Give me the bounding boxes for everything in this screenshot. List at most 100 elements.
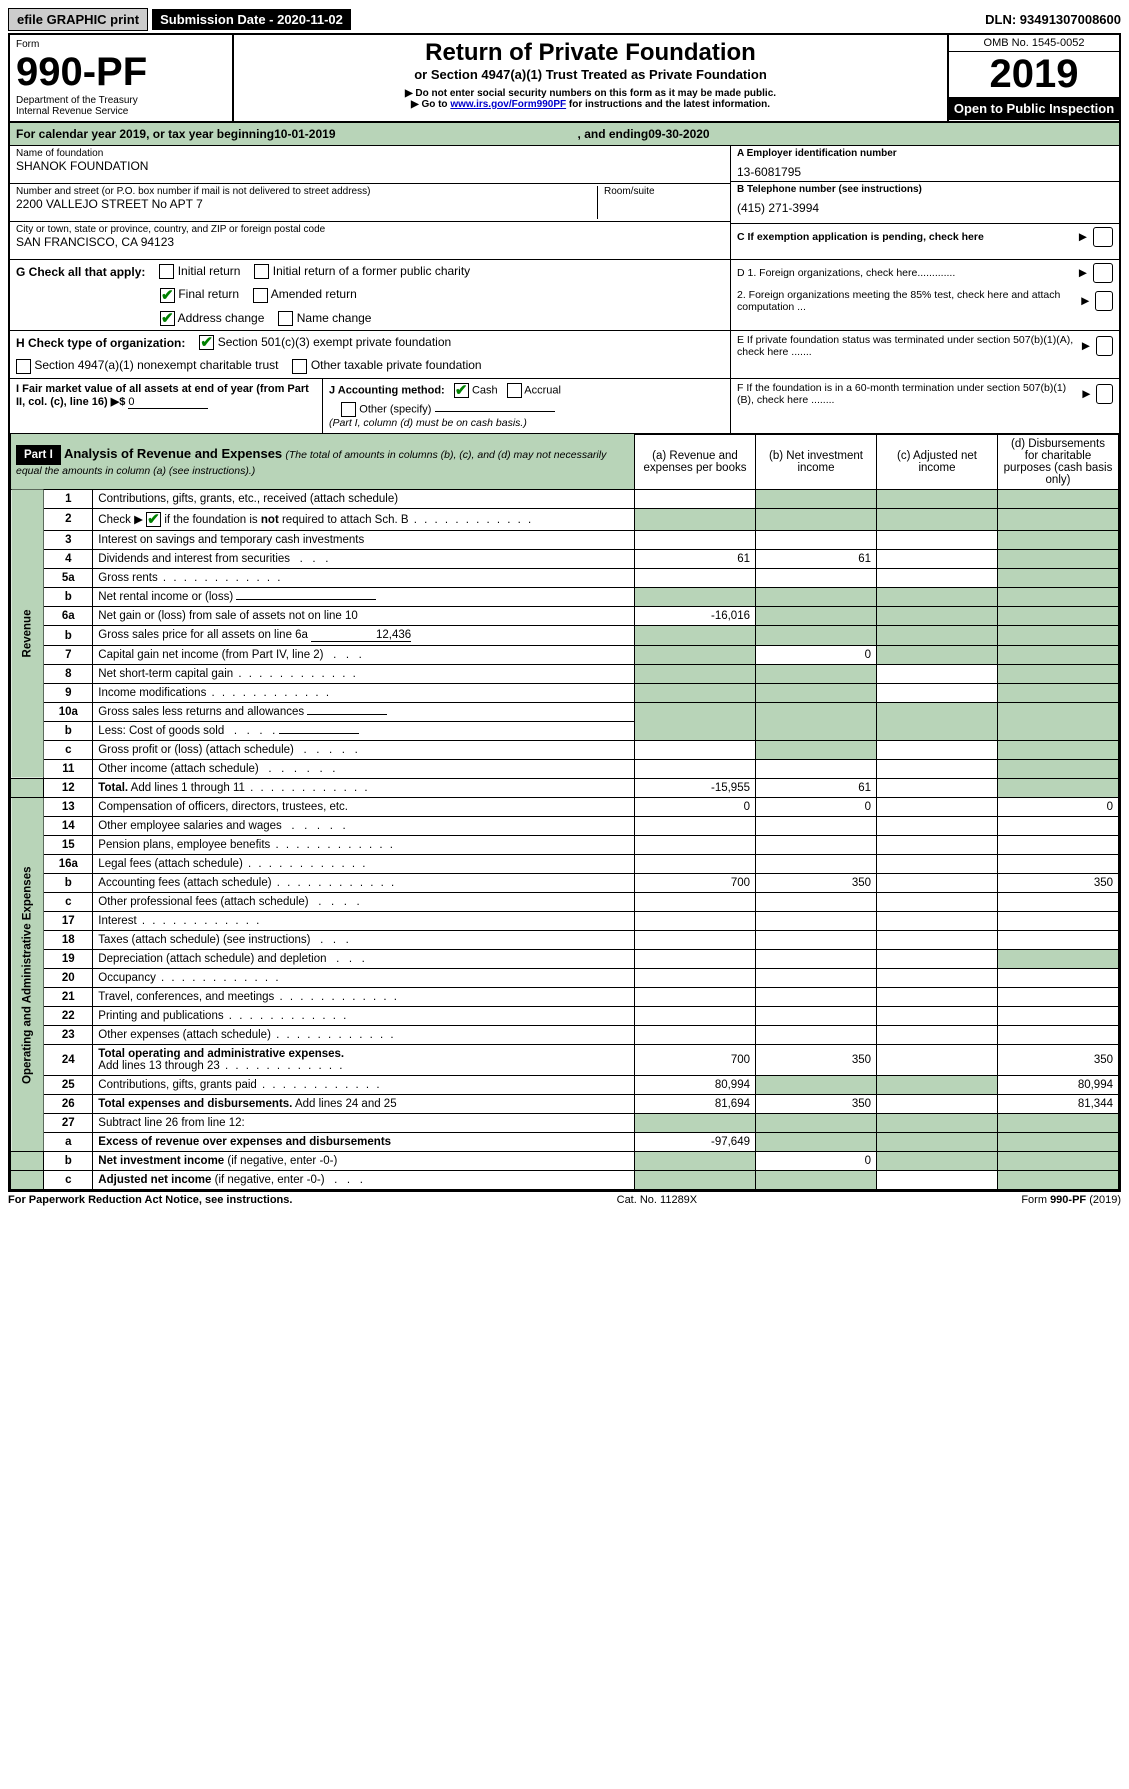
part1-label: Part I bbox=[16, 445, 61, 465]
note-goto: ▶ Go to www.irs.gov/Form990PF for instru… bbox=[240, 99, 941, 110]
e-checkbox[interactable] bbox=[1096, 336, 1113, 356]
dln-number: DLN: 93491307008600 bbox=[985, 12, 1121, 27]
phone-value: (415) 271-3994 bbox=[737, 201, 1113, 215]
row-27: 27Subtract line 26 from line 12: bbox=[11, 1114, 1119, 1133]
row-5a: 5aGross rents bbox=[11, 569, 1119, 588]
ein-label: A Employer identification number bbox=[737, 148, 1113, 159]
row-27c: cAdjusted net income (if negative, enter… bbox=[11, 1171, 1119, 1190]
fmv-value: 0 bbox=[128, 396, 208, 409]
form-subtitle: or Section 4947(a)(1) Trust Treated as P… bbox=[240, 67, 941, 82]
c-exemption-label: C If exemption application is pending, c… bbox=[737, 231, 984, 243]
name-change-checkbox[interactable] bbox=[278, 311, 293, 326]
irs-link[interactable]: www.irs.gov/Form990PF bbox=[450, 99, 566, 110]
col-a-header: (a) Revenue and expenses per books bbox=[635, 434, 756, 489]
col-d-header: (d) Disbursements for charitable purpose… bbox=[998, 434, 1119, 489]
open-inspection: Open to Public Inspection bbox=[949, 97, 1119, 120]
phone-label: B Telephone number (see instructions) bbox=[737, 184, 1113, 195]
footer-center: Cat. No. 11289X bbox=[617, 1194, 698, 1206]
col-b-header: (b) Net investment income bbox=[756, 434, 877, 489]
address-change-checkbox[interactable] bbox=[160, 311, 175, 326]
city-state-zip: SAN FRANCISCO, CA 94123 bbox=[16, 235, 724, 249]
row-18: 18Taxes (attach schedule) (see instructi… bbox=[11, 931, 1119, 950]
row-5b: bNet rental income or (loss) bbox=[11, 588, 1119, 607]
f-checkbox[interactable] bbox=[1096, 384, 1113, 404]
street-address: 2200 VALLEJO STREET No APT 7 bbox=[16, 197, 597, 211]
section-h-e: H Check type of organization: Section 50… bbox=[10, 331, 1119, 379]
g-label: G Check all that apply: bbox=[16, 265, 145, 279]
row-1: Revenue 1 Contributions, gifts, grants, … bbox=[11, 489, 1119, 508]
d2-checkbox[interactable] bbox=[1095, 291, 1113, 311]
row-27a: aExcess of revenue over expenses and dis… bbox=[11, 1133, 1119, 1152]
accrual-checkbox[interactable] bbox=[507, 383, 522, 398]
row-7: 7Capital gain net income (from Part IV, … bbox=[11, 646, 1119, 665]
row-10c: cGross profit or (loss) (attach schedule… bbox=[11, 741, 1119, 760]
row-27b: bNet investment income (if negative, ent… bbox=[11, 1152, 1119, 1171]
form-number: 990-PF bbox=[16, 50, 226, 95]
amended-return-checkbox[interactable] bbox=[253, 288, 268, 303]
row-13: Operating and Administrative Expenses 13… bbox=[11, 798, 1119, 817]
row-16a: 16aLegal fees (attach schedule) bbox=[11, 855, 1119, 874]
row-6a: 6aNet gain or (loss) from sale of assets… bbox=[11, 607, 1119, 626]
city-label: City or town, state or province, country… bbox=[16, 224, 724, 235]
revenue-section-label: Revenue bbox=[11, 489, 44, 778]
form-label: Form bbox=[16, 39, 226, 50]
footer-right: Form 990-PF (2019) bbox=[1021, 1194, 1121, 1206]
c-checkbox[interactable] bbox=[1093, 227, 1113, 247]
4947a1-checkbox[interactable] bbox=[16, 359, 31, 374]
row-25: 25Contributions, gifts, grants paid 80,9… bbox=[11, 1076, 1119, 1095]
e-label: E If private foundation status was termi… bbox=[737, 334, 1082, 358]
name-label: Name of foundation bbox=[16, 148, 724, 159]
row-19: 19Depreciation (attach schedule) and dep… bbox=[11, 950, 1119, 969]
initial-return-checkbox[interactable] bbox=[159, 264, 174, 279]
row-14: 14Other employee salaries and wages . . … bbox=[11, 817, 1119, 836]
note-ssn: ▶ Do not enter social security numbers o… bbox=[240, 88, 941, 99]
part1-table: Part I Analysis of Revenue and Expenses … bbox=[10, 434, 1119, 1190]
row-23: 23Other expenses (attach schedule) bbox=[11, 1026, 1119, 1045]
section-ij-f: I Fair market value of all assets at end… bbox=[10, 379, 1119, 434]
efile-print-button[interactable]: efile GRAPHIC print bbox=[8, 8, 148, 31]
row-24: 24Total operating and administrative exp… bbox=[11, 1045, 1119, 1076]
row-2: 2 Check ▶ if the foundation is not requi… bbox=[11, 508, 1119, 530]
addr-label: Number and street (or P.O. box number if… bbox=[16, 186, 597, 197]
ein-value: 13-6081795 bbox=[737, 165, 1113, 179]
form-title: Return of Private Foundation bbox=[240, 39, 941, 67]
row-16b: bAccounting fees (attach schedule) 70035… bbox=[11, 874, 1119, 893]
tax-year-begin: 10-01-2019 bbox=[274, 127, 335, 141]
row-22: 22Printing and publications bbox=[11, 1007, 1119, 1026]
row-16c: cOther professional fees (attach schedul… bbox=[11, 893, 1119, 912]
section-g-d: G Check all that apply: Initial return I… bbox=[10, 260, 1119, 331]
final-return-checkbox[interactable] bbox=[160, 288, 175, 303]
row-8: 8Net short-term capital gain bbox=[11, 665, 1119, 684]
footer-left: For Paperwork Reduction Act Notice, see … bbox=[8, 1194, 292, 1206]
expenses-section-label: Operating and Administrative Expenses bbox=[11, 798, 44, 1152]
tax-year-end: 09-30-2020 bbox=[648, 127, 709, 141]
d2-label: 2. Foreign organizations meeting the 85%… bbox=[737, 289, 1081, 313]
initial-former-checkbox[interactable] bbox=[254, 264, 269, 279]
row-6b: bGross sales price for all assets on lin… bbox=[11, 626, 1119, 646]
room-label: Room/suite bbox=[604, 186, 724, 197]
cash-checkbox[interactable] bbox=[454, 383, 469, 398]
tax-year: 2019 bbox=[949, 52, 1119, 97]
foundation-name: SHANOK FOUNDATION bbox=[16, 159, 724, 173]
submission-date: Submission Date - 2020-11-02 bbox=[152, 9, 351, 30]
calendar-year-row: For calendar year 2019, or tax year begi… bbox=[10, 123, 1119, 146]
row-11: 11Other income (attach schedule) . . . .… bbox=[11, 760, 1119, 779]
dept-irs: Internal Revenue Service bbox=[16, 106, 226, 117]
row-20: 20Occupancy bbox=[11, 969, 1119, 988]
form-header: Form 990-PF Department of the Treasury I… bbox=[8, 33, 1121, 123]
row-10a: 10aGross sales less returns and allowanc… bbox=[11, 703, 1119, 722]
other-taxable-checkbox[interactable] bbox=[292, 359, 307, 374]
501c3-checkbox[interactable] bbox=[199, 335, 214, 350]
row-17: 17Interest bbox=[11, 912, 1119, 931]
identity-block: Name of foundation SHANOK FOUNDATION Num… bbox=[10, 146, 1119, 260]
j-note: (Part I, column (d) must be on cash basi… bbox=[329, 417, 724, 429]
other-method-checkbox[interactable] bbox=[341, 402, 356, 417]
sch-b-checkbox[interactable] bbox=[146, 512, 161, 527]
row-9: 9Income modifications bbox=[11, 684, 1119, 703]
row-12: 12Total. Add lines 1 through 11 -15,9556… bbox=[11, 779, 1119, 798]
d1-checkbox[interactable] bbox=[1093, 263, 1113, 283]
efile-top-bar: efile GRAPHIC print Submission Date - 20… bbox=[8, 8, 1121, 31]
part1-title: Analysis of Revenue and Expenses bbox=[64, 446, 282, 461]
row-3: 3Interest on savings and temporary cash … bbox=[11, 531, 1119, 550]
row-15: 15Pension plans, employee benefits bbox=[11, 836, 1119, 855]
